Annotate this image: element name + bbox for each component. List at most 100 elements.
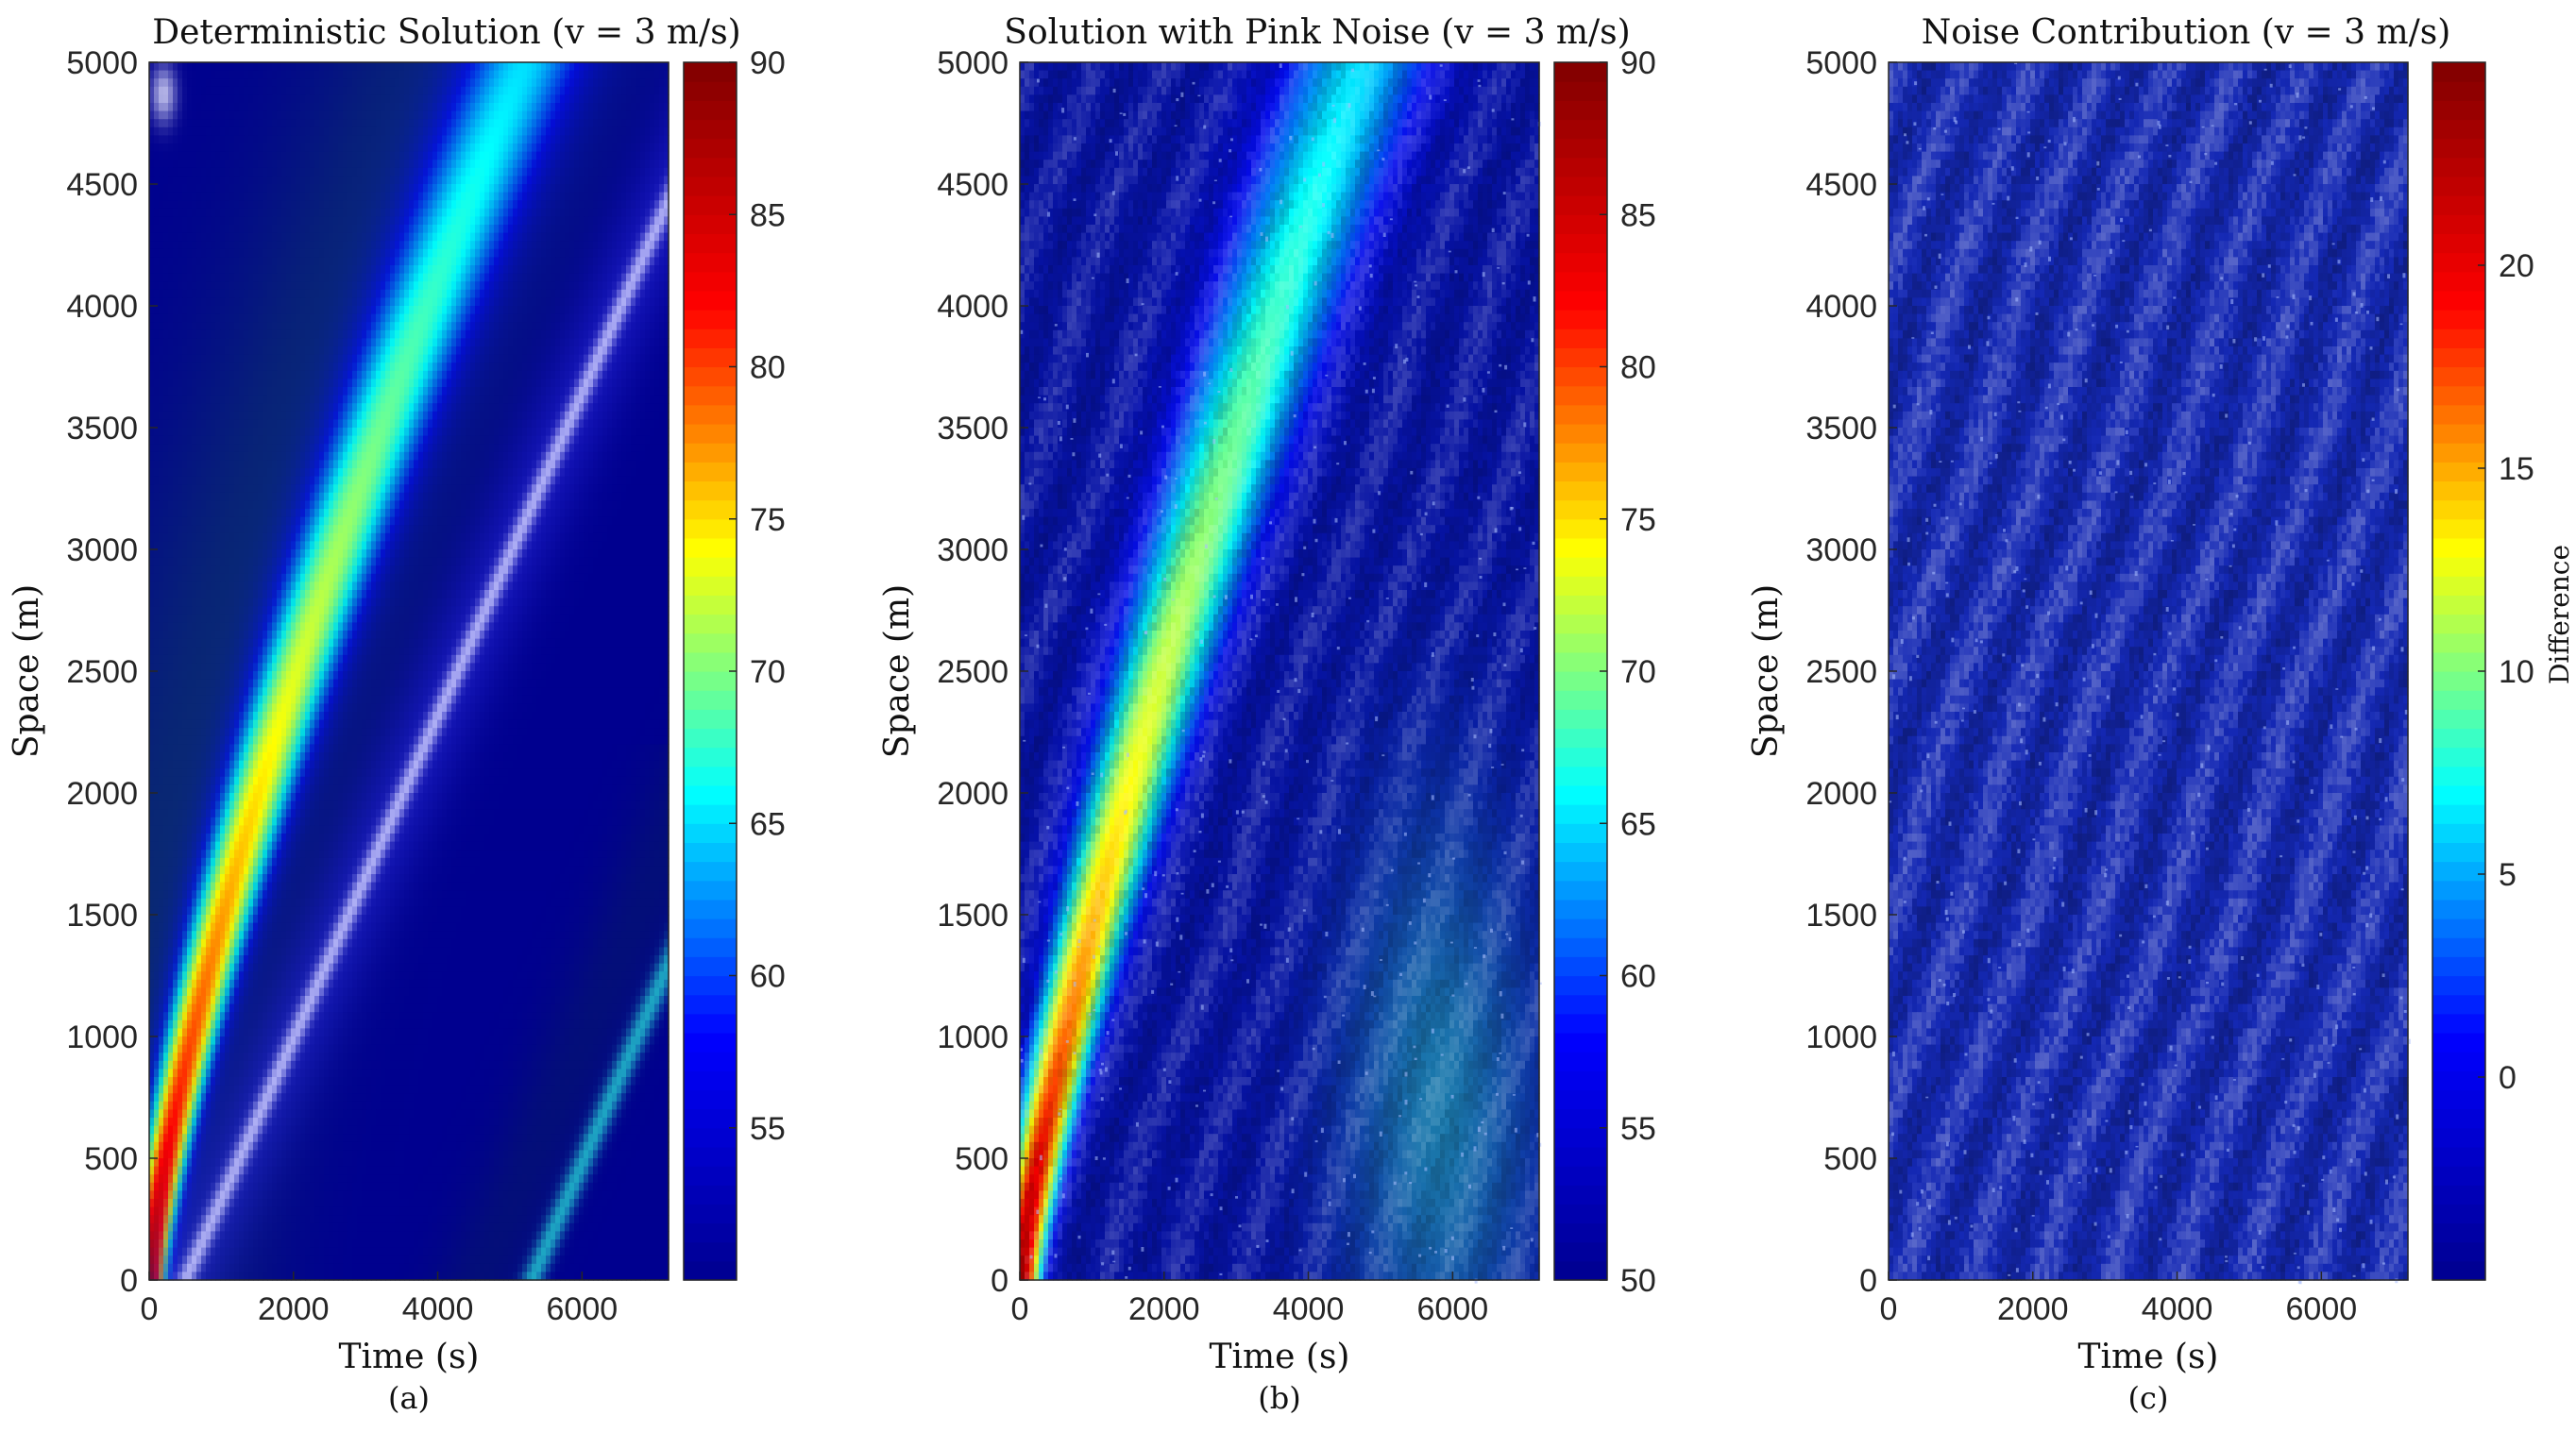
colorbar-segment — [1554, 1223, 1607, 1243]
colorbar-segment — [684, 1128, 737, 1148]
colorbar-segment — [1554, 1052, 1607, 1071]
colorbar-segment — [684, 937, 737, 957]
colorbar-segment — [1554, 310, 1607, 329]
colorbar-segment — [1554, 937, 1607, 957]
colorbar-segment — [1554, 576, 1607, 596]
colorbar-segment — [1554, 823, 1607, 843]
colorbar-segment — [684, 1242, 737, 1262]
colorbar-segment — [2432, 709, 2485, 729]
colorbar-segment — [684, 272, 737, 292]
colorbar-segment — [1554, 139, 1607, 159]
colorbar-segment — [2432, 937, 2485, 957]
colorbar-segment — [2432, 119, 2485, 139]
y-tick-label: 1500 — [66, 898, 138, 934]
colorbar-segment — [684, 785, 737, 805]
colorbar-segment — [1554, 785, 1607, 805]
colorbar-segment — [2432, 1033, 2485, 1053]
colorbar-segment — [684, 480, 737, 500]
colorbar-segment — [1554, 1166, 1607, 1186]
colorbar-segment — [1554, 995, 1607, 1015]
colorbar-tick-label: 10 — [2499, 654, 2534, 690]
y-tick-label: 4000 — [1805, 289, 1877, 325]
y-tick-label: 3500 — [937, 411, 1008, 446]
colorbar-tick-label: 65 — [1620, 806, 1656, 842]
heatmap-field — [1020, 62, 1542, 1284]
colorbar-segment — [1554, 519, 1607, 539]
colorbar-segment — [684, 881, 737, 901]
colorbar-segment — [1554, 291, 1607, 311]
colorbar-segment — [684, 195, 737, 215]
y-tick-label: 2000 — [66, 776, 138, 812]
colorbar-segment — [684, 158, 737, 177]
x-axis-label: Time (s) — [339, 1338, 480, 1376]
chart-panel-2: 0 2000 4000 6000050010001500200025003000350… — [878, 13, 1656, 1416]
colorbar-segment — [1554, 367, 1607, 387]
colorbar-segment — [684, 100, 737, 120]
y-axis-label: Space (m) — [1747, 584, 1786, 758]
colorbar-segment — [2432, 253, 2485, 273]
y-tick-label: 1000 — [66, 1019, 138, 1055]
y-tick-label: 1500 — [1805, 898, 1877, 934]
colorbar-segment — [2432, 347, 2485, 367]
colorbar-segment — [2432, 424, 2485, 444]
colorbar-segment — [2432, 1185, 2485, 1205]
colorbar-segment — [2432, 139, 2485, 159]
colorbar-segment — [684, 918, 737, 938]
colorbar-segment — [684, 519, 737, 539]
colorbar-segment — [1554, 329, 1607, 348]
colorbar-segment — [2432, 386, 2485, 406]
colorbar-segment — [684, 823, 737, 843]
colorbar-segment — [1554, 195, 1607, 215]
colorbar-segment — [684, 81, 737, 101]
colorbar-tick-label: 15 — [2499, 451, 2534, 487]
colorbar-segment — [684, 900, 737, 919]
colorbar-tick-label: 55 — [750, 1111, 786, 1147]
colorbar-segment — [2432, 1147, 2485, 1167]
colorbar-segment — [2432, 900, 2485, 919]
x-tick-label: 6000 — [1417, 1291, 1489, 1327]
colorbar-segment — [684, 1109, 737, 1129]
colorbar-segment — [1554, 81, 1607, 101]
y-tick-label: 3000 — [66, 532, 138, 568]
y-tick-label: 500 — [84, 1141, 138, 1177]
colorbar-segment — [1554, 1089, 1607, 1109]
x-tick-label: 2000 — [1128, 1291, 1200, 1327]
colorbar-segment — [684, 291, 737, 311]
colorbar-segment — [684, 253, 737, 273]
colorbar-segment — [684, 671, 737, 691]
colorbar-segment — [1554, 253, 1607, 273]
colorbar-segment — [684, 177, 737, 196]
colorbar-segment — [684, 119, 737, 139]
y-tick-label: 3500 — [66, 411, 138, 446]
colorbar-segment — [1554, 386, 1607, 406]
colorbar-segment — [1554, 1185, 1607, 1205]
colorbar-segment — [2432, 62, 2485, 82]
colorbar-segment — [684, 1204, 737, 1223]
colorbar-segment — [684, 595, 737, 615]
colorbar-segment — [2432, 728, 2485, 748]
chart-title: Noise Contribution (v = 3 m/s) — [1922, 13, 2451, 52]
colorbar-segment — [2432, 652, 2485, 672]
colorbar-segment — [684, 976, 737, 996]
y-tick-label: 2500 — [937, 654, 1008, 690]
y-tick-label: 4500 — [937, 167, 1008, 203]
y-tick-label: 5000 — [1805, 45, 1877, 81]
colorbar-segment — [2432, 976, 2485, 996]
colorbar-segment — [2432, 557, 2485, 577]
colorbar-segment — [2432, 767, 2485, 786]
colorbar-tick-label: 50 — [1620, 1263, 1656, 1299]
y-tick-label: 500 — [1823, 1141, 1877, 1177]
colorbar-segment — [1554, 595, 1607, 615]
colorbar-segment — [2432, 177, 2485, 196]
y-tick-label: 1000 — [937, 1019, 1008, 1055]
x-tick-label: 2000 — [1997, 1291, 2069, 1327]
y-tick-label: 4000 — [66, 289, 138, 325]
colorbar-segment — [684, 1014, 737, 1034]
colorbar-segment — [2432, 291, 2485, 311]
colorbar-segment — [684, 1033, 737, 1053]
colorbar-segment — [2432, 823, 2485, 843]
colorbar-segment — [684, 1070, 737, 1090]
colorbar-tick-label: 55 — [1620, 1111, 1656, 1147]
